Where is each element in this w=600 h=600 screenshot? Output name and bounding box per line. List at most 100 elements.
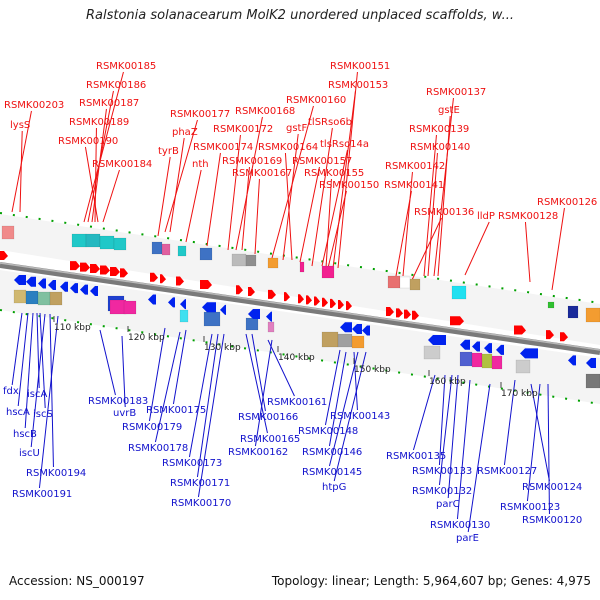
bottom-gene-label[interactable]: hscB — [13, 429, 37, 440]
bottom-gene-label[interactable]: RSMK00130 — [430, 520, 490, 531]
bottom-gene-label[interactable]: RSMK00171 — [170, 478, 230, 489]
gene-feature-box[interactable] — [299, 261, 305, 273]
top-gene-label[interactable]: RSMK00155 — [304, 168, 364, 179]
bottom-gene-label[interactable]: iscU — [19, 448, 40, 459]
reverse-gene-arrow[interactable] — [484, 343, 492, 354]
forward-gene-arrow[interactable] — [450, 316, 464, 326]
bottom-gene-label[interactable]: RSMK00123 — [500, 502, 560, 513]
gene-feature-box[interactable] — [585, 307, 600, 323]
top-gene-label[interactable]: RSMK00128 — [498, 211, 558, 222]
forward-gene-arrow[interactable] — [306, 295, 312, 305]
top-gene-label[interactable]: phaZ — [172, 127, 198, 138]
reverse-gene-arrow[interactable] — [220, 304, 226, 315]
top-gene-label[interactable]: RSMK00126 — [537, 197, 597, 208]
reverse-gene-arrow[interactable] — [460, 339, 470, 350]
bottom-gene-label[interactable]: RSMK00162 — [228, 447, 288, 458]
gene-feature-box[interactable] — [337, 333, 353, 348]
top-gene-label[interactable]: tlSRso6b — [308, 117, 352, 128]
reverse-gene-arrow[interactable] — [14, 275, 26, 286]
gene-feature-box[interactable] — [321, 265, 335, 279]
reverse-gene-arrow[interactable] — [520, 348, 538, 359]
top-gene-label[interactable]: RSMK00139 — [409, 124, 469, 135]
gene-feature-box[interactable] — [547, 301, 555, 309]
top-gene-label[interactable]: RSMK00189 — [69, 117, 129, 128]
top-gene-label[interactable]: RSMK00153 — [328, 80, 388, 91]
top-gene-label[interactable]: RSMK00140 — [410, 142, 470, 153]
reverse-gene-arrow[interactable] — [586, 357, 596, 368]
reverse-gene-arrow[interactable] — [568, 355, 576, 366]
top-gene-label[interactable]: RSMK00184 — [92, 159, 152, 170]
gene-feature-box[interactable] — [231, 253, 247, 267]
top-gene-label[interactable]: RSMK00169 — [222, 156, 282, 167]
bottom-gene-label[interactable]: RSMK00148 — [298, 426, 358, 437]
gene-feature-box[interactable] — [491, 355, 503, 370]
bottom-gene-label[interactable]: RSMK00143 — [330, 411, 390, 422]
gene-feature-box[interactable] — [25, 290, 39, 305]
forward-gene-arrow[interactable] — [298, 294, 304, 304]
gene-feature-box[interactable] — [37, 291, 51, 306]
bottom-gene-label[interactable]: RSMK00178 — [128, 443, 188, 454]
bottom-gene-label[interactable]: RSMK00194 — [26, 468, 86, 479]
reverse-gene-arrow[interactable] — [148, 294, 156, 305]
reverse-gene-arrow[interactable] — [90, 286, 98, 297]
reverse-gene-arrow[interactable] — [266, 311, 272, 322]
top-gene-label[interactable]: tyrB — [158, 146, 179, 157]
forward-gene-arrow[interactable] — [346, 301, 352, 311]
bottom-gene-label[interactable]: RSMK00161 — [267, 397, 327, 408]
forward-gene-arrow[interactable] — [546, 330, 554, 340]
forward-gene-arrow[interactable] — [236, 285, 243, 295]
top-gene-label[interactable]: RSMK00136 — [414, 207, 474, 218]
top-gene-label[interactable]: lldP — [477, 211, 495, 222]
gene-feature-box[interactable] — [451, 285, 467, 300]
bottom-gene-label[interactable]: RSMK00165 — [240, 434, 300, 445]
top-gene-label[interactable]: gstE — [438, 105, 460, 116]
reverse-gene-arrow[interactable] — [60, 281, 68, 292]
forward-gene-arrow[interactable] — [404, 309, 411, 319]
top-gene-label[interactable]: RSMK00185 — [96, 61, 156, 72]
forward-gene-arrow[interactable] — [514, 325, 526, 335]
forward-gene-arrow[interactable] — [386, 306, 394, 316]
forward-gene-arrow[interactable] — [110, 266, 120, 276]
forward-gene-arrow[interactable] — [160, 274, 166, 284]
top-gene-label[interactable]: RSMK00160 — [286, 95, 346, 106]
top-gene-label[interactable]: gstF — [286, 123, 307, 134]
forward-gene-arrow[interactable] — [0, 251, 8, 260]
gene-feature-box[interactable] — [481, 353, 493, 369]
gene-feature-box[interactable] — [13, 289, 27, 304]
bottom-gene-label[interactable]: RSMK00146 — [302, 447, 362, 458]
bottom-gene-label[interactable]: iscS — [33, 409, 53, 420]
forward-gene-arrow[interactable] — [176, 276, 184, 286]
bottom-gene-label[interactable]: RSMK00132 — [412, 486, 472, 497]
reverse-gene-arrow[interactable] — [352, 324, 362, 335]
top-gene-label[interactable]: lysS — [10, 120, 30, 131]
top-gene-label[interactable]: RSMK00150 — [319, 180, 379, 191]
top-gene-label[interactable]: nth — [192, 159, 209, 170]
forward-gene-arrow[interactable] — [80, 262, 90, 272]
top-gene-label[interactable]: RSMK00142 — [385, 161, 445, 172]
gene-feature-box[interactable] — [321, 331, 339, 348]
gene-feature-box[interactable] — [515, 359, 531, 374]
reverse-gene-arrow[interactable] — [202, 302, 216, 313]
gene-feature-box[interactable] — [113, 237, 127, 251]
bottom-gene-label[interactable]: RSMK00133 — [412, 466, 472, 477]
gene-feature-box[interactable] — [267, 321, 275, 333]
forward-gene-arrow[interactable] — [90, 264, 100, 274]
top-gene-label[interactable]: RSMK00168 — [235, 106, 295, 117]
gene-feature-box[interactable] — [109, 299, 127, 315]
top-gene-label[interactable]: RSMK00164 — [258, 142, 318, 153]
gene-feature-box[interactable] — [123, 300, 137, 315]
forward-gene-arrow[interactable] — [330, 298, 336, 308]
bottom-gene-label[interactable]: RSMK00135 — [386, 451, 446, 462]
bottom-gene-label[interactable]: RSMK00124 — [522, 482, 582, 493]
reverse-gene-arrow[interactable] — [362, 325, 370, 336]
gene-feature-box[interactable] — [49, 291, 63, 306]
reverse-gene-arrow[interactable] — [168, 297, 175, 308]
top-gene-label[interactable]: RSMK00186 — [86, 80, 146, 91]
forward-gene-arrow[interactable] — [560, 332, 568, 342]
bottom-gene-label[interactable]: parC — [436, 499, 460, 510]
reverse-gene-arrow[interactable] — [340, 322, 352, 333]
forward-gene-arrow[interactable] — [396, 308, 403, 318]
gene-feature-box[interactable] — [585, 373, 600, 389]
top-gene-label[interactable]: tlsRso14a — [320, 139, 369, 150]
bottom-gene-label[interactable]: RSMK00173 — [162, 458, 222, 469]
